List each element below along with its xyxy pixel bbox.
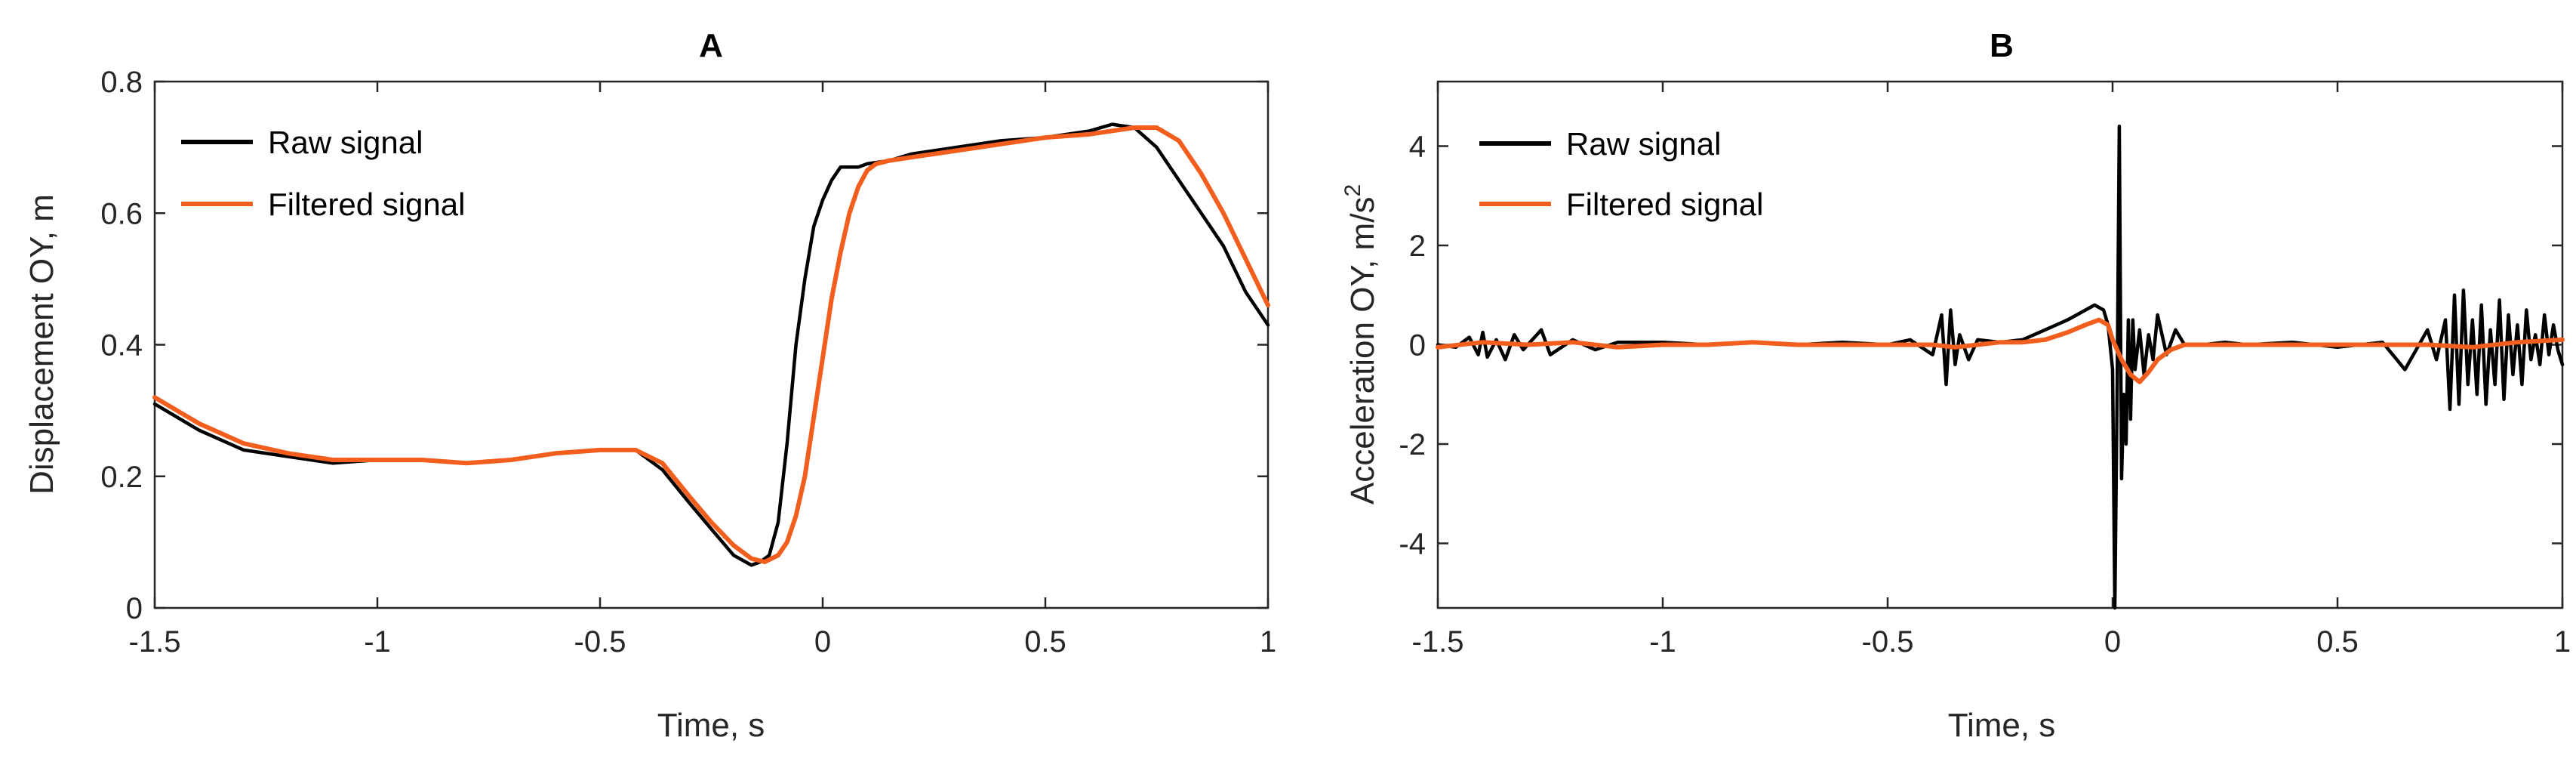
- panel-a-y-axis-label: Displacement OY, m: [23, 194, 60, 495]
- panel-b-legend-filtered-label: Filtered signal: [1566, 187, 1763, 222]
- panel-a-x-ticks: -1.5 -1 -0.5 0 0.5 1: [129, 82, 1276, 659]
- panel-b-x-tick-label: -1: [1649, 625, 1676, 659]
- panel-a-series: [152, 122, 1270, 567]
- panel-b-x-axis-label: Time, s: [1948, 707, 2056, 744]
- panel-b-filtered-signal-line: [1436, 317, 2565, 384]
- panel-b-x-tick-label: 1: [2554, 625, 2571, 659]
- panel-a-x-axis-label: Time, s: [657, 707, 765, 744]
- panel-a-x-tick-label: -1: [364, 625, 391, 659]
- panel-b-y-axis-label: Acceleration OY, m/s2: [1340, 184, 1381, 504]
- panel-b-y-tick-label: 0: [1409, 329, 1426, 362]
- panel-a-y-tick-label: 0: [126, 592, 143, 625]
- panel-b-acceleration-chart: B -1.5 -1 -0.5 0 0.5 1 -4 -2 0 2 4 Time, s Accele…: [1340, 27, 2571, 744]
- panel-a-legend-raw-label: Raw signal: [268, 125, 423, 160]
- panel-b-x-tick-label: 0: [2104, 625, 2121, 659]
- panel-b-x-tick-label: -1.5: [1412, 625, 1464, 659]
- panel-a-y-tick-label: 0.2: [100, 461, 143, 494]
- panel-b-legend: Raw signal Filtered signal: [1479, 126, 1763, 222]
- panel-a-x-tick-label: 0.5: [1024, 625, 1066, 659]
- panel-b-x-tick-label: -0.5: [1862, 625, 1914, 659]
- panel-a-x-tick-label: -0.5: [574, 625, 626, 659]
- panel-b-x-tick-label: 0.5: [2316, 625, 2359, 659]
- panel-b-legend-raw-label: Raw signal: [1566, 126, 1721, 162]
- panel-a-title: A: [699, 27, 723, 64]
- panel-a-x-tick-label: 1: [1260, 625, 1276, 659]
- panel-b-y-tick-label: 4: [1409, 130, 1426, 163]
- panel-a-x-tick-label: -1.5: [129, 625, 181, 659]
- panel-a-filtered-signal-line: [152, 125, 1270, 564]
- panel-b-series: [1436, 124, 2565, 610]
- panel-a-legend: Raw signal Filtered signal: [181, 125, 465, 222]
- panel-a-legend-filtered-label: Filtered signal: [268, 187, 465, 222]
- panel-a-displacement-chart: A -1.5 -1 -0.5 0 0.5 1 00.20.40.60.8 Time, s …: [23, 27, 1276, 744]
- panel-b-y-ticks: -4 -2 0 2 4: [1399, 130, 2562, 561]
- panel-b-y-tick-label: -4: [1399, 528, 1426, 561]
- panel-a-x-tick-label: 0: [814, 625, 831, 659]
- panel-a-y-ticks: 0 0.2 0.4 0.6 0.8: [100, 66, 1268, 625]
- panel-b-y-axis-label-text: Acceleration OY, m/s: [1344, 197, 1381, 505]
- panel-a-y-tick-label: 0.4: [100, 329, 143, 362]
- panel-a-y-tick-label: 0.8: [100, 66, 143, 99]
- panel-b-title: B: [1990, 27, 2014, 64]
- panel-a-y-tick-label: 0.6: [100, 197, 143, 230]
- panel-b-y-tick-label: 2: [1409, 230, 1426, 263]
- panel-b-y-tick-label: -2: [1399, 428, 1426, 461]
- panel-b-y-axis-label-superscript: 2: [1340, 184, 1365, 197]
- panel-b-x-ticks: -1.5 -1 -0.5 0 0.5 1: [1412, 82, 2571, 659]
